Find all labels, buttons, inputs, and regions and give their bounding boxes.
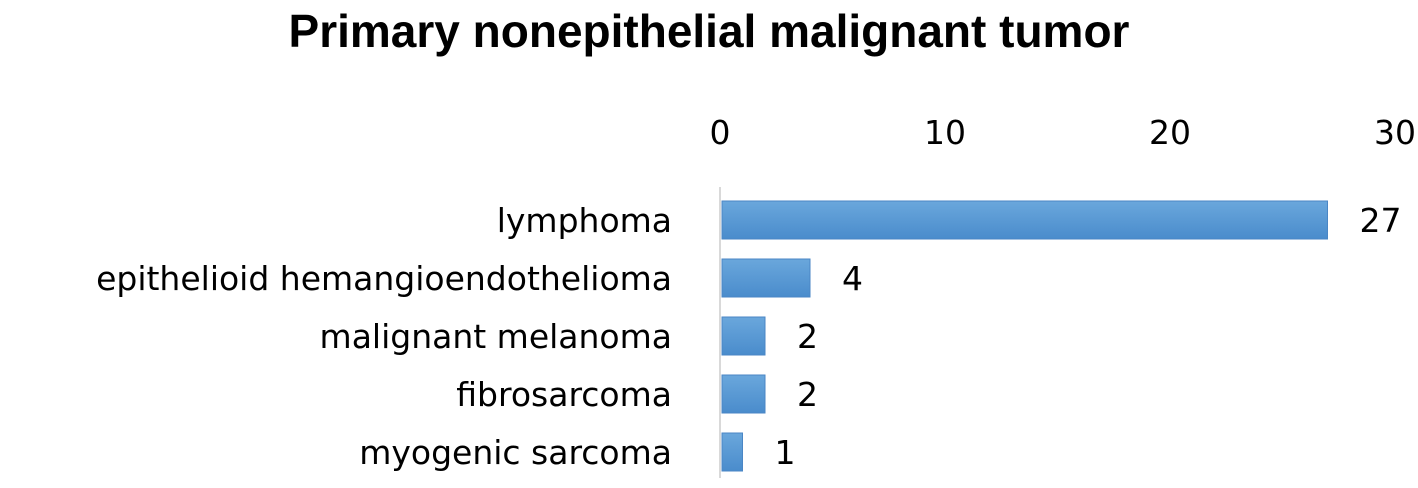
data-label: 27 <box>1360 201 1402 240</box>
data-label: 4 <box>842 259 863 298</box>
data-label: 1 <box>775 433 796 472</box>
bar <box>721 432 743 472</box>
category-label: myogenic sarcoma <box>359 433 672 472</box>
data-label: 2 <box>797 375 818 414</box>
x-tick-label: 10 <box>924 113 966 152</box>
category-label: fibrosarcoma <box>456 375 672 414</box>
x-tick-label: 20 <box>1149 113 1191 152</box>
category-label: malignant melanoma <box>320 317 672 356</box>
bar <box>721 316 766 356</box>
data-label: 2 <box>797 317 818 356</box>
bar <box>721 374 766 414</box>
chart-title: Primary nonepithelial malignant tumor <box>288 5 1130 57</box>
bar <box>721 200 1328 240</box>
category-label: epithelioid hemangioendothelioma <box>96 259 672 298</box>
x-tick-label: 30 <box>1374 113 1416 152</box>
category-label: lymphoma <box>497 201 672 240</box>
bar <box>721 258 811 298</box>
x-tick-label: 0 <box>710 113 731 152</box>
